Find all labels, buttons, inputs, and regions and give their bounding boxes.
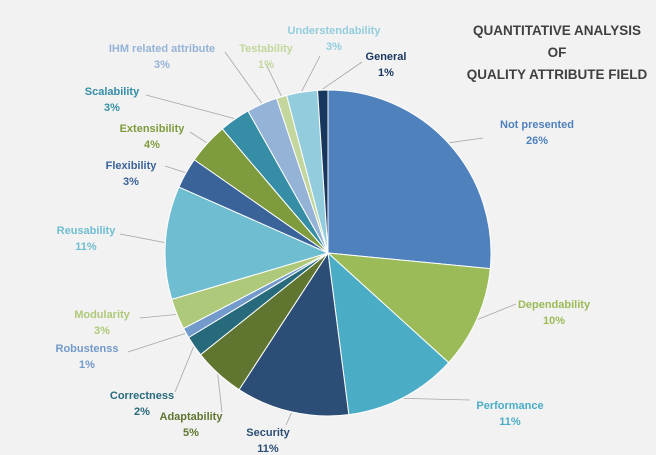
slice-label: Reusability bbox=[57, 225, 117, 237]
leader-line bbox=[285, 412, 292, 426]
slice-label: Not presented bbox=[500, 119, 574, 131]
slice-percent-label: 3% bbox=[104, 102, 120, 114]
slice-percent-label: 11% bbox=[499, 416, 521, 428]
slice-percent-label: 3% bbox=[94, 325, 110, 337]
leader-line bbox=[164, 165, 186, 173]
pie-slice-general bbox=[317, 89, 329, 254]
leader-line bbox=[403, 398, 471, 401]
slice-percent-label: 10% bbox=[543, 315, 565, 327]
slice-percent-label: 11% bbox=[257, 443, 279, 455]
leader-line bbox=[145, 94, 235, 119]
pie-slice-not-presented bbox=[327, 89, 492, 270]
chart-title-line-1: QUANTITATIVE ANALYSIS OF bbox=[472, 23, 641, 60]
leader-line bbox=[301, 55, 321, 92]
slice-percent-label: 11% bbox=[75, 241, 97, 253]
leader-line bbox=[449, 137, 484, 144]
leader-line bbox=[477, 303, 517, 320]
slice-label: Extensibility bbox=[120, 123, 186, 135]
slice-label: Correctness bbox=[110, 390, 174, 402]
slice-label: Dependability bbox=[518, 299, 591, 311]
leader-line bbox=[322, 61, 363, 90]
slice-label: Adaptability bbox=[160, 411, 224, 423]
slice-label: Performance bbox=[476, 400, 543, 412]
pie-slice-performance bbox=[327, 251, 450, 416]
slice-percent-label: 5% bbox=[183, 427, 199, 439]
slice-label: Security bbox=[246, 427, 290, 439]
slice-label: Robustenss bbox=[56, 343, 119, 355]
slice-label: IHM related attribute bbox=[109, 43, 215, 55]
pie-slice-reusability bbox=[164, 186, 330, 301]
slice-label: Testability bbox=[239, 43, 293, 55]
slice-percent-label: 3% bbox=[326, 41, 342, 53]
leader-line bbox=[119, 233, 165, 243]
leader-line bbox=[139, 314, 177, 319]
chart-title-line-2: QUALITY ATTRIBUTE FIELD bbox=[466, 67, 648, 82]
leader-line bbox=[224, 51, 262, 104]
slice-percent-label: 1% bbox=[378, 67, 394, 79]
slice-percent-label: 2% bbox=[134, 406, 150, 418]
leader-line bbox=[189, 131, 207, 144]
slice-percent-label: 3% bbox=[154, 59, 170, 71]
leader-line bbox=[174, 346, 194, 393]
slice-label: General bbox=[366, 51, 407, 63]
slice-percent-label: 3% bbox=[123, 176, 139, 188]
slice-label: Modularity bbox=[74, 309, 130, 321]
slice-label: Flexibility bbox=[106, 160, 158, 172]
leader-line bbox=[265, 63, 282, 96]
slice-percent-label: 26% bbox=[526, 135, 548, 147]
slice-percent-label: 4% bbox=[144, 139, 160, 151]
chart-title: QUANTITATIVE ANALYSIS OF QUALITY ATTRIBU… bbox=[462, 20, 652, 86]
slice-percent-label: 1% bbox=[258, 59, 274, 71]
slice-percent-label: 1% bbox=[79, 359, 95, 371]
slice-label: Scalability bbox=[85, 86, 140, 98]
pie-slice-security bbox=[238, 251, 350, 417]
slice-label: Understendability bbox=[288, 25, 382, 37]
leader-line bbox=[217, 374, 223, 413]
leader-line bbox=[127, 333, 186, 353]
pie-slice-dependability bbox=[326, 252, 491, 364]
